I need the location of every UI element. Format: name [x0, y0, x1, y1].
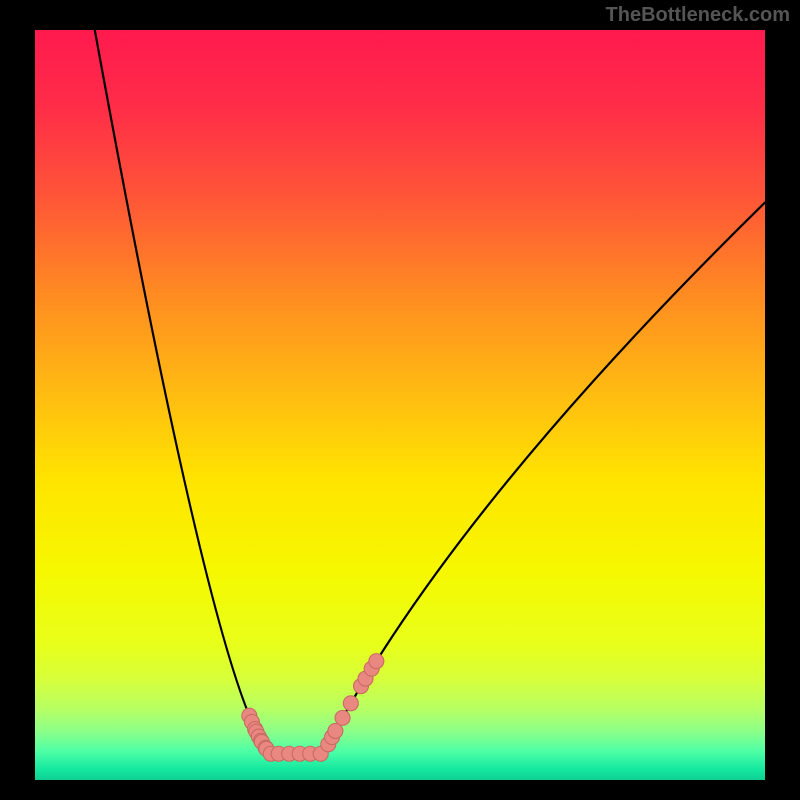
outer-frame: TheBottleneck.com	[0, 0, 800, 800]
plot-background	[35, 30, 765, 780]
data-marker	[369, 654, 384, 669]
data-marker	[343, 696, 358, 711]
data-marker	[335, 710, 350, 725]
plot-svg	[35, 30, 765, 780]
plot-wrap	[35, 30, 765, 780]
watermark-text: TheBottleneck.com	[606, 4, 790, 27]
